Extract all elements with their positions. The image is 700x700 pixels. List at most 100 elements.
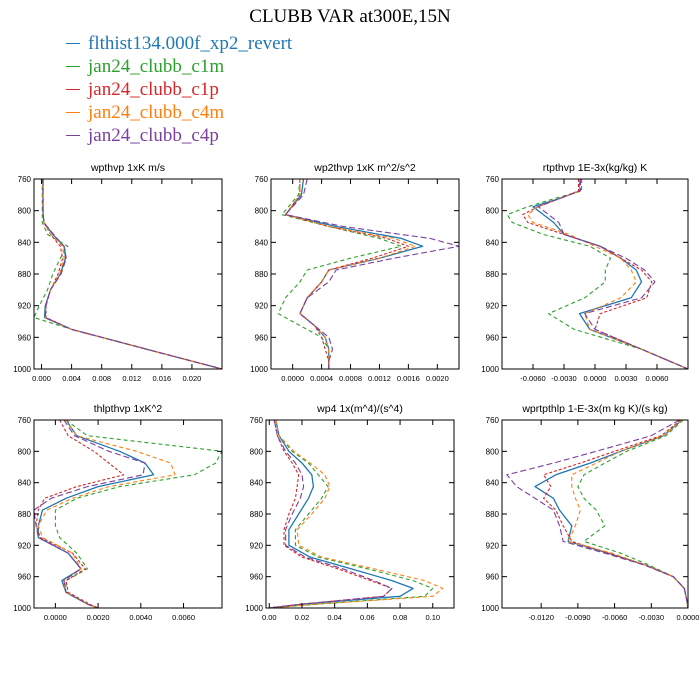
series-line <box>269 419 434 609</box>
y-tick-label: 960 <box>18 573 32 582</box>
series-line <box>269 419 414 609</box>
series-line <box>277 178 402 369</box>
panel-2: wp2thvp 1xK m^2/s^2 760 800 840 880 920 960 100… <box>250 162 460 383</box>
y-tick-label: 800 <box>486 207 500 216</box>
x-tick-label: 0.10 <box>425 613 440 622</box>
legend-item: flthist134.000f_xp2_revert <box>66 32 292 55</box>
series-line <box>269 419 393 609</box>
panel-title: wprtpthlp 1-E-3x(m kg K)/(s kg) <box>521 403 667 415</box>
y-tick-label: 880 <box>18 510 32 519</box>
panel-title: wp4 1x(m^4)/(s^4) <box>316 403 403 415</box>
y-tick-label: 1000 <box>245 604 263 613</box>
panel-frame <box>33 178 223 370</box>
legend-item: jan24_clubb_c1p <box>66 78 292 101</box>
x-tick-label: 0.012 <box>122 374 141 383</box>
x-tick-label: 0.0012 <box>368 374 391 383</box>
x-tick-label: 0.0040 <box>129 613 152 622</box>
legend-label: jan24_clubb_c4p <box>88 124 219 146</box>
y-tick-label: 800 <box>18 207 32 216</box>
panel-6: wprtpthlp 1-E-3x(m kg K)/(s kg) 760 800 840… <box>481 403 699 622</box>
series-line <box>42 179 223 370</box>
y-tick-label: 880 <box>250 510 264 519</box>
y-tick-label: 920 <box>486 541 500 550</box>
y-tick-label: 760 <box>486 175 500 184</box>
y-tick-label: 800 <box>255 207 269 216</box>
panel-4: thlpthvp 1xK^2 760 800 840 880 920 960 1000 0.00… <box>13 403 223 622</box>
series-line <box>42 179 223 370</box>
x-tick-label: -0.0060 <box>520 374 545 383</box>
series-line <box>269 419 393 609</box>
y-tick-label: 840 <box>255 238 269 247</box>
series-line <box>42 179 223 370</box>
series-line <box>35 419 125 609</box>
legend-item: jan24_clubb_c4p <box>66 124 292 147</box>
y-tick-label: 760 <box>486 416 500 425</box>
series-line <box>527 179 689 370</box>
series-line <box>284 178 460 369</box>
x-tick-label: 0.02 <box>295 613 310 622</box>
y-tick-label: 1000 <box>13 604 31 613</box>
series-line <box>33 179 223 370</box>
y-tick-label: 920 <box>18 541 32 550</box>
series-line <box>37 419 155 609</box>
series-line <box>33 419 146 609</box>
x-tick-label: -0.0060 <box>602 613 627 622</box>
x-tick-label: 0.0000 <box>281 374 304 383</box>
x-tick-label: 0.0004 <box>310 374 333 383</box>
y-tick-label: 840 <box>18 479 32 488</box>
x-tick-label: 0.0060 <box>646 374 669 383</box>
y-tick-label: 760 <box>255 175 269 184</box>
series-line <box>269 419 444 609</box>
y-tick-label: 760 <box>18 416 32 425</box>
y-tick-label: 920 <box>250 541 264 550</box>
legend-swatch <box>66 135 80 136</box>
series-line <box>534 419 689 609</box>
y-tick-label: 960 <box>250 573 264 582</box>
x-tick-label: 0.08 <box>393 613 408 622</box>
panel-title: rtpthvp 1E-3x(kg/kg) K <box>543 162 647 174</box>
x-tick-label: 0.04 <box>327 613 342 622</box>
x-tick-label: 0.0060 <box>172 613 195 622</box>
y-tick-label: 920 <box>255 302 269 311</box>
panel-frame <box>501 419 689 609</box>
x-tick-label: 0.004 <box>62 374 81 383</box>
x-tick-label: 0.0000 <box>584 374 607 383</box>
x-tick-label: 0.008 <box>92 374 111 383</box>
y-tick-label: 840 <box>486 238 500 247</box>
x-tick-label: -0.0030 <box>551 374 576 383</box>
series-line <box>506 179 689 370</box>
legend-swatch <box>66 43 80 44</box>
y-tick-label: 880 <box>18 270 32 279</box>
legend-item: jan24_clubb_c1m <box>66 55 292 78</box>
y-tick-label: 800 <box>486 447 500 456</box>
y-tick-label: 760 <box>250 416 264 425</box>
x-tick-label: 0.0016 <box>397 374 420 383</box>
x-tick-label: 0.00 <box>262 613 277 622</box>
panel-title: thlpthvp 1xK^2 <box>94 403 163 415</box>
series-line <box>37 419 176 609</box>
legend-item: jan24_clubb_c4m <box>66 101 292 124</box>
panel-title: wpthvp 1xK m/s <box>90 162 165 174</box>
x-tick-label: -0.0120 <box>528 613 553 622</box>
series-line <box>537 179 689 370</box>
y-tick-label: 960 <box>486 333 500 342</box>
legend-swatch <box>66 112 80 113</box>
x-tick-label: -0.0090 <box>565 613 590 622</box>
series-line <box>54 419 223 609</box>
x-tick-label: 0.016 <box>152 374 171 383</box>
legend-swatch <box>66 66 80 67</box>
series-line <box>522 179 689 370</box>
series-line <box>506 419 689 609</box>
x-tick-label: 0.0008 <box>339 374 362 383</box>
series-line <box>284 179 409 369</box>
series-line <box>577 419 689 609</box>
figure-title: CLUBB VAR at300E,15N <box>249 6 451 27</box>
y-tick-label: 920 <box>486 302 500 311</box>
y-tick-label: 800 <box>18 447 32 456</box>
series-line <box>567 419 689 609</box>
x-tick-label: 0.0000 <box>677 613 700 622</box>
panel-frame <box>270 178 460 370</box>
panel-1: wpthvp 1xK m/s76080084088092096010000.00… <box>13 162 223 383</box>
legend: flthist134.000f_xp2_revert jan24_clubb_c1… <box>66 32 292 147</box>
